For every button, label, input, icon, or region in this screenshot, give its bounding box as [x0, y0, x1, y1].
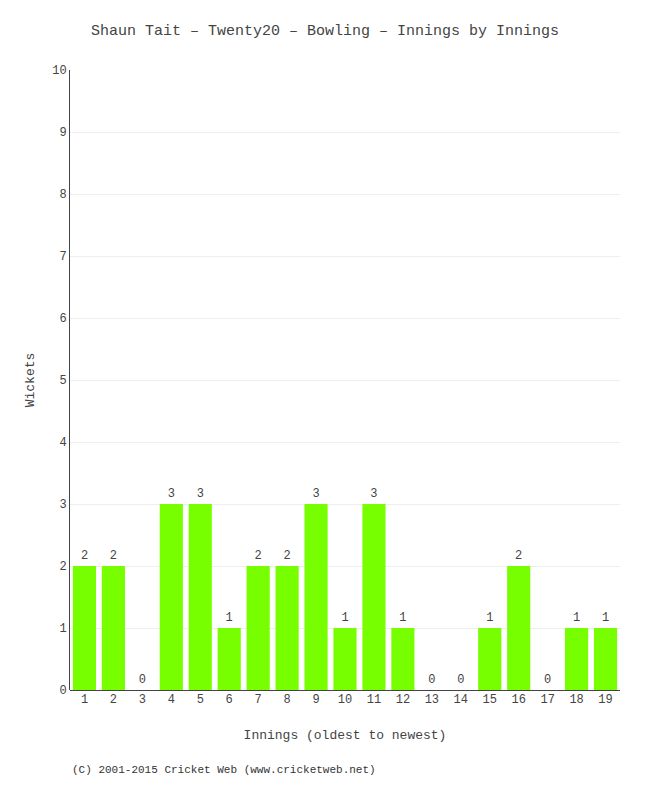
svg-text:0: 0 — [457, 673, 464, 687]
svg-text:3: 3 — [59, 498, 66, 512]
svg-text:6: 6 — [59, 312, 66, 326]
svg-text:4: 4 — [168, 693, 175, 707]
svg-text:2: 2 — [110, 549, 117, 563]
svg-text:12: 12 — [396, 693, 410, 707]
svg-text:Innings (oldest to newest): Innings (oldest to newest) — [244, 728, 447, 743]
svg-text:1: 1 — [226, 611, 233, 625]
svg-text:13: 13 — [425, 693, 439, 707]
svg-text:2: 2 — [255, 549, 262, 563]
svg-text:16: 16 — [511, 693, 525, 707]
svg-text:18: 18 — [569, 693, 583, 707]
svg-text:8: 8 — [284, 693, 291, 707]
svg-text:10: 10 — [52, 64, 66, 78]
svg-text:11: 11 — [367, 693, 381, 707]
svg-text:2: 2 — [81, 549, 88, 563]
svg-text:2: 2 — [59, 560, 66, 574]
svg-text:(C) 2001-2015 Cricket Web (www: (C) 2001-2015 Cricket Web (www.cricketwe… — [72, 764, 376, 776]
svg-text:0: 0 — [428, 673, 435, 687]
svg-text:1: 1 — [341, 611, 348, 625]
svg-text:10: 10 — [338, 693, 352, 707]
svg-text:6: 6 — [226, 693, 233, 707]
svg-text:5: 5 — [59, 374, 66, 388]
svg-text:Shaun Tait – Twenty20 – Bowlin: Shaun Tait – Twenty20 – Bowling – Inning… — [91, 23, 559, 40]
svg-text:19: 19 — [598, 693, 612, 707]
svg-text:3: 3 — [197, 487, 204, 501]
svg-text:3: 3 — [370, 487, 377, 501]
svg-text:1: 1 — [573, 611, 580, 625]
svg-text:9: 9 — [312, 693, 319, 707]
svg-text:2: 2 — [515, 549, 522, 563]
svg-text:Wickets: Wickets — [23, 353, 38, 408]
svg-text:1: 1 — [486, 611, 493, 625]
svg-text:0: 0 — [139, 673, 146, 687]
svg-text:1: 1 — [81, 693, 88, 707]
svg-text:1: 1 — [399, 611, 406, 625]
svg-text:0: 0 — [544, 673, 551, 687]
svg-text:7: 7 — [59, 250, 66, 264]
svg-text:3: 3 — [168, 487, 175, 501]
svg-text:1: 1 — [59, 622, 66, 636]
svg-text:3: 3 — [139, 693, 146, 707]
svg-text:2: 2 — [110, 693, 117, 707]
svg-text:8: 8 — [59, 188, 66, 202]
svg-text:2: 2 — [284, 549, 291, 563]
svg-text:4: 4 — [59, 436, 66, 450]
svg-text:15: 15 — [483, 693, 497, 707]
svg-text:1: 1 — [602, 611, 609, 625]
svg-text:17: 17 — [540, 693, 554, 707]
svg-text:7: 7 — [255, 693, 262, 707]
svg-text:3: 3 — [312, 487, 319, 501]
svg-text:0: 0 — [59, 684, 66, 698]
svg-text:14: 14 — [454, 693, 468, 707]
svg-text:9: 9 — [59, 126, 66, 140]
svg-text:5: 5 — [197, 693, 204, 707]
